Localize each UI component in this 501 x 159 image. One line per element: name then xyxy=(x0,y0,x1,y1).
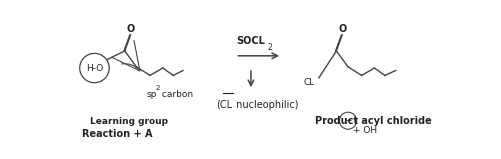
Text: + OH: + OH xyxy=(353,126,377,135)
Text: Reaction + A: Reaction + A xyxy=(82,129,152,139)
Text: nucleophilic): nucleophilic) xyxy=(233,100,299,110)
Text: Learning group: Learning group xyxy=(90,117,168,126)
Text: H-O: H-O xyxy=(86,64,103,73)
Text: SOCL: SOCL xyxy=(236,36,266,46)
Text: sp: sp xyxy=(146,90,156,100)
Text: (CL: (CL xyxy=(216,100,232,110)
Text: Product acyl chloride: Product acyl chloride xyxy=(315,116,432,126)
FancyArrowPatch shape xyxy=(112,40,140,71)
Text: CL: CL xyxy=(304,78,315,87)
Text: 2: 2 xyxy=(267,43,272,52)
Text: 2: 2 xyxy=(156,85,160,91)
Text: O: O xyxy=(338,24,346,34)
Text: −: − xyxy=(345,116,351,125)
Text: carbon: carbon xyxy=(159,90,193,100)
Text: O: O xyxy=(126,24,135,34)
